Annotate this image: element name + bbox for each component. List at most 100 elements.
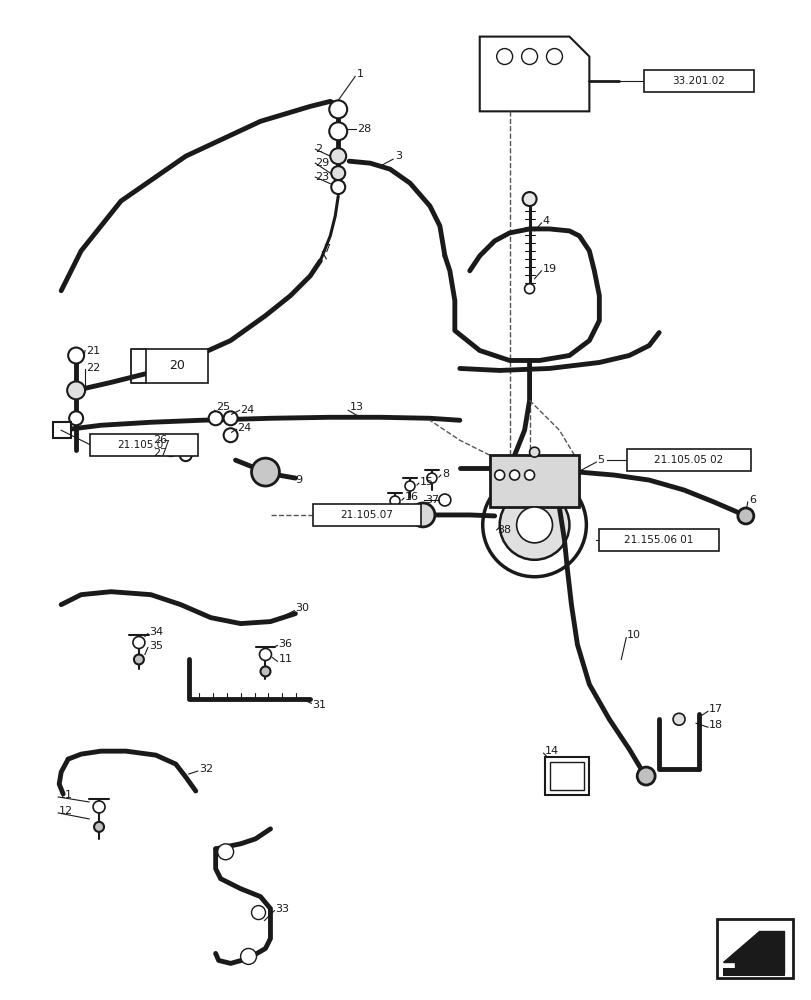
Text: 11: 11 [278,654,292,664]
Text: 28: 28 [357,124,371,134]
Text: 19: 19 [542,264,556,274]
Text: 31: 31 [312,700,326,710]
Circle shape [93,801,105,813]
Text: 29: 29 [315,158,329,168]
Text: 5: 5 [597,455,603,465]
Circle shape [331,166,345,180]
Circle shape [405,481,414,491]
Text: 36: 36 [278,639,292,649]
Text: 2: 2 [315,144,322,154]
Bar [626,449,750,471]
Circle shape [69,411,83,425]
Circle shape [637,767,654,785]
Bar [146,349,208,383]
Circle shape [499,490,569,560]
Circle shape [134,654,144,664]
Circle shape [260,666,270,676]
Text: 21.105.05 02: 21.105.05 02 [654,455,723,465]
Text: 26: 26 [152,435,167,445]
Circle shape [328,100,347,118]
Circle shape [410,503,435,527]
Text: 33: 33 [275,904,289,914]
Text: 21: 21 [86,346,100,356]
Circle shape [483,473,586,577]
Circle shape [179,449,191,461]
Text: 22: 22 [86,363,101,373]
Circle shape [427,473,436,483]
Text: 21.105.07: 21.105.07 [118,440,170,450]
Circle shape [516,507,551,543]
Bar [599,529,718,551]
Circle shape [389,496,400,506]
Circle shape [240,948,256,964]
Circle shape [737,508,753,524]
Circle shape [94,822,104,832]
Text: 37: 37 [424,495,439,505]
Bar [716,919,792,978]
Text: 34: 34 [148,627,163,637]
Circle shape [524,470,534,480]
Circle shape [251,906,265,920]
Bar [54,422,71,438]
Circle shape [494,470,504,480]
Text: 25: 25 [216,402,230,412]
Text: 38: 38 [497,525,511,535]
Circle shape [496,49,512,64]
Text: 1: 1 [357,69,363,79]
Bar [489,455,579,507]
Circle shape [546,49,562,64]
Bar [722,968,783,976]
Circle shape [328,122,347,140]
Circle shape [522,192,536,206]
Text: 24: 24 [238,423,251,433]
Text: 23: 23 [315,172,329,182]
Text: 16: 16 [405,492,418,502]
Text: 21.155.06 01: 21.155.06 01 [624,535,693,545]
Circle shape [223,428,238,442]
Text: 8: 8 [441,469,448,479]
Bar [544,757,589,795]
Circle shape [68,348,84,363]
Circle shape [521,49,537,64]
Bar [549,762,584,790]
Text: 33.201.02: 33.201.02 [672,76,724,86]
Circle shape [439,494,450,506]
Circle shape [208,411,222,425]
Text: 11: 11 [59,790,73,800]
Circle shape [260,648,271,660]
Polygon shape [479,37,589,111]
Text: 13: 13 [350,402,364,412]
Circle shape [672,713,684,725]
Circle shape [509,470,519,480]
Circle shape [163,440,178,456]
Circle shape [524,284,534,294]
Text: 12: 12 [59,806,73,816]
Circle shape [223,411,238,425]
Bar [90,434,197,456]
Text: 7: 7 [323,244,330,254]
Circle shape [217,844,234,860]
Text: 17: 17 [708,704,722,714]
Circle shape [251,458,279,486]
Text: 35: 35 [148,641,163,651]
Text: 9: 9 [295,475,303,485]
Text: 32: 32 [199,764,212,774]
Text: 27: 27 [152,448,167,458]
Text: 20: 20 [169,359,184,372]
Text: 6: 6 [748,495,755,505]
Text: 3: 3 [394,151,401,161]
Circle shape [529,447,539,457]
Bar [643,70,753,92]
Text: 14: 14 [544,746,558,756]
Circle shape [330,148,345,164]
Circle shape [133,637,144,648]
Text: 15: 15 [419,477,433,487]
Text: 18: 18 [708,720,722,730]
Text: 30: 30 [295,603,309,613]
Polygon shape [722,931,783,973]
Text: 4: 4 [542,216,549,226]
Bar [313,504,420,526]
Circle shape [67,381,85,399]
Text: 10: 10 [626,630,641,640]
Text: 21.105.07: 21.105.07 [341,510,393,520]
